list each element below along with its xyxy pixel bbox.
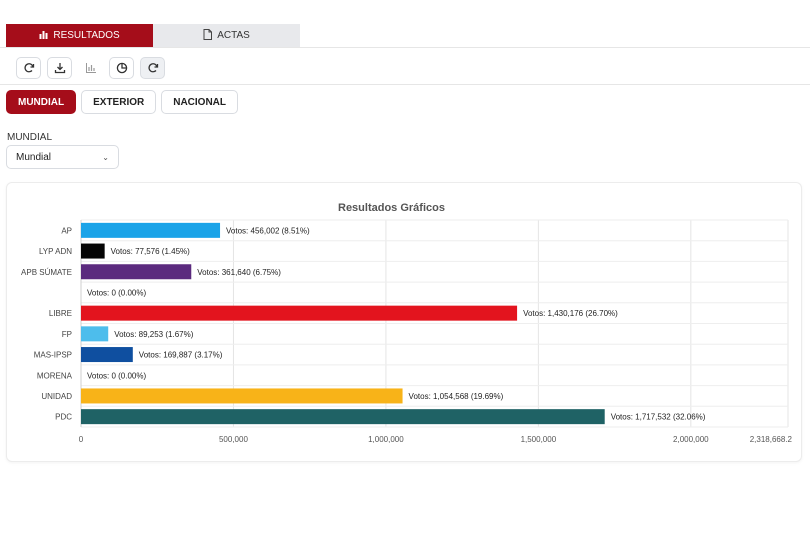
data-label: Votos: 456,002 (8.51%) xyxy=(226,226,310,235)
category-label: LIBRE xyxy=(49,309,72,318)
x-tick-label: 0 xyxy=(79,435,84,444)
bar xyxy=(81,305,518,321)
divider xyxy=(0,84,810,85)
scope-exterior-button[interactable]: EXTERIOR xyxy=(81,90,157,114)
pie-chart-icon xyxy=(116,62,127,74)
data-label: Votos: 89,253 (1.67%) xyxy=(114,330,194,339)
refresh-button[interactable] xyxy=(16,57,41,79)
category-label: MORENA xyxy=(37,371,73,380)
filter-label: MUNDIAL xyxy=(7,132,53,143)
scope-nacional-button[interactable]: NACIONAL xyxy=(161,90,239,114)
bar xyxy=(81,243,105,259)
bar xyxy=(81,326,109,342)
tab-resultados[interactable]: RESULTADOS xyxy=(6,24,153,47)
bar-chart-icon xyxy=(85,63,96,73)
scope-mundial-button[interactable]: MUNDIAL xyxy=(6,90,77,114)
download-icon xyxy=(54,63,65,74)
category-label: APB SÚMATE xyxy=(21,268,72,277)
data-label: Votos: 1,054,568 (19.69%) xyxy=(409,392,504,401)
bar xyxy=(81,347,133,363)
results-bar-chart: Resultados Gráficos 0 500,000 1,000,000 1,50… xyxy=(21,202,793,444)
pie-chart-button[interactable] xyxy=(109,57,134,79)
chevron-down-icon: ⌄ xyxy=(102,152,109,162)
bar xyxy=(81,388,403,404)
category-label: UNIDAD xyxy=(41,392,72,401)
document-icon xyxy=(203,28,213,43)
chart-card: Resultados Gráficos 0 500,000 1,000,000 1,50… xyxy=(6,182,802,462)
tab-bar: RESULTADOS ACTAS xyxy=(6,24,300,47)
region-select[interactable]: Mundial ⌄ xyxy=(6,145,119,169)
data-label: Votos: 77,576 (1.45%) xyxy=(111,247,191,256)
x-tick-label: 2,000,000 xyxy=(673,435,709,444)
data-label: Votos: 1,430,176 (26.70%) xyxy=(523,309,618,318)
category-label: MAS-IPSP xyxy=(34,351,72,360)
refresh-icon xyxy=(147,63,158,73)
chart-title: Resultados Gráficos xyxy=(338,202,445,214)
x-tick-label: 500,000 xyxy=(219,435,248,444)
x-tick-label: 1,000,000 xyxy=(368,435,404,444)
category-label: LYP ADN xyxy=(39,247,72,256)
tab-actas[interactable]: ACTAS xyxy=(153,24,300,47)
bar xyxy=(81,222,221,238)
download-button[interactable] xyxy=(47,57,72,79)
data-label: Votos: 169,887 (3.17%) xyxy=(139,351,223,360)
data-label: Votos: 1,717,532 (32.06%) xyxy=(611,413,706,422)
region-select-value: Mundial xyxy=(16,151,52,163)
scope-selector: MUNDIAL EXTERIOR NACIONAL xyxy=(6,90,239,114)
bar-chart-icon xyxy=(39,30,48,42)
category-label: AP xyxy=(61,226,72,235)
toolbar xyxy=(16,57,165,79)
tab-label: RESULTADOS xyxy=(53,30,120,41)
data-label: Votos: 0 (0.00%) xyxy=(87,288,146,297)
bar xyxy=(81,409,605,425)
x-tick-label: 1,500,000 xyxy=(521,435,557,444)
bar xyxy=(81,264,192,280)
reload-button[interactable] xyxy=(140,57,165,79)
tab-label: ACTAS xyxy=(217,30,250,41)
category-label: PDC xyxy=(55,413,72,422)
data-label: Votos: 361,640 (6.75%) xyxy=(197,268,281,277)
bar-chart-button[interactable] xyxy=(78,57,103,79)
divider xyxy=(0,47,810,48)
data-label: Votos: 0 (0.00%) xyxy=(87,371,146,380)
category-label: FP xyxy=(62,330,72,339)
refresh-icon xyxy=(23,63,34,73)
x-tick-label: 2,318,668.2 xyxy=(750,435,793,444)
